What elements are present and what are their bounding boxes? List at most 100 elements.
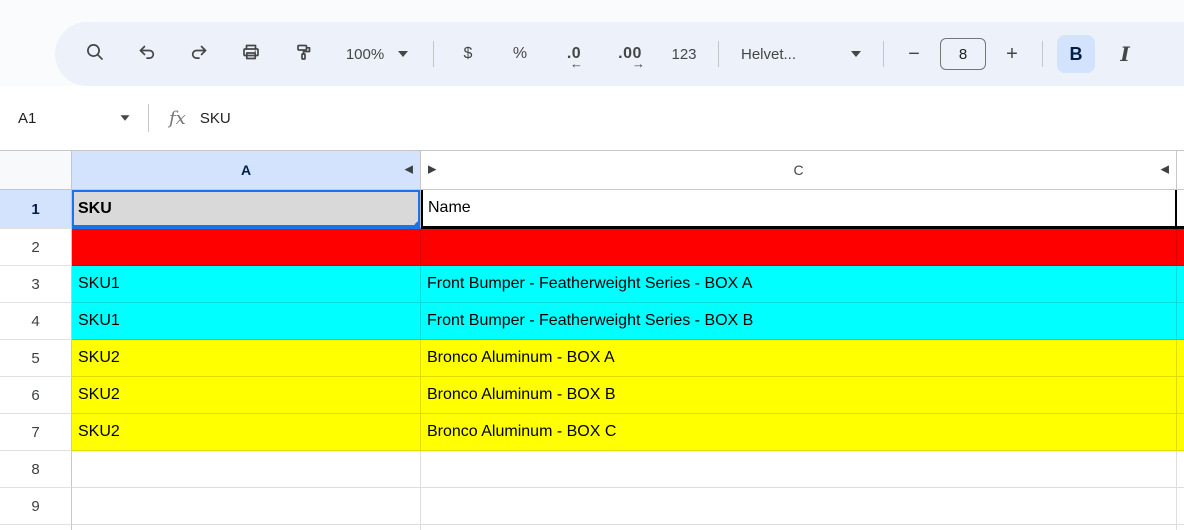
column-header-label: C: [793, 162, 804, 178]
row-header-7[interactable]: 7: [0, 414, 72, 451]
cell-A8[interactable]: [72, 451, 421, 488]
cell-A7[interactable]: SKU2: [72, 414, 421, 451]
cell-C4[interactable]: Front Bumper - Featherweight Series - BO…: [421, 303, 1177, 340]
row-header-1[interactable]: 1: [0, 190, 72, 229]
search-icon: [85, 42, 105, 67]
italic-button[interactable]: I: [1105, 35, 1145, 73]
right-arrow-icon: →: [632, 56, 645, 71]
print-icon: [241, 42, 261, 67]
row-header-3[interactable]: 3: [0, 266, 72, 303]
cell-C2[interactable]: [421, 229, 1177, 266]
table-row: 2: [0, 229, 1184, 266]
toolbar-divider: [1042, 41, 1043, 67]
name-box[interactable]: A1: [0, 110, 130, 127]
format-currency-button[interactable]: $: [442, 35, 494, 73]
row-header-4[interactable]: 4: [0, 303, 72, 340]
cell-A6[interactable]: SKU2: [72, 377, 421, 414]
decrease-decimal-button[interactable]: .0 ←: [546, 35, 602, 73]
selection-fill-handle[interactable]: [414, 221, 420, 227]
increase-decimal-icon: .00: [618, 45, 642, 62]
table-row: 7 SKU2 Bronco Aluminum - BOX C: [0, 414, 1184, 451]
decrease-font-size-button[interactable]: −: [892, 35, 936, 73]
next-column-sliver: [1177, 451, 1184, 488]
chevron-down-icon: [851, 51, 861, 57]
column-header-A[interactable]: A ◀: [72, 151, 421, 190]
next-column-sliver: [1177, 303, 1184, 340]
font-family-menu[interactable]: Helvet...: [727, 35, 875, 73]
table-row: 3 SKU1 Front Bumper - Featherweight Seri…: [0, 266, 1184, 303]
undo-icon: [137, 42, 157, 67]
number-format-icon: 123: [671, 45, 697, 63]
cell-A3[interactable]: SKU1: [72, 266, 421, 303]
column-header-C[interactable]: ▶ C ◀: [421, 151, 1177, 190]
column-header-row: A ◀ ▶ C ◀: [0, 151, 1184, 190]
row-header-9[interactable]: 9: [0, 488, 72, 525]
percent-icon: %: [512, 45, 528, 62]
cell-A9[interactable]: [72, 488, 421, 525]
hidden-column-left-icon[interactable]: ◀: [1160, 163, 1169, 176]
cell-C7[interactable]: Bronco Aluminum - BOX C: [421, 414, 1177, 451]
table-row: 6 SKU2 Bronco Aluminum - BOX B: [0, 377, 1184, 414]
next-column-sliver: [1177, 266, 1184, 303]
cell-C6[interactable]: Bronco Aluminum - BOX B: [421, 377, 1177, 414]
cell-C5[interactable]: Bronco Aluminum - BOX A: [421, 340, 1177, 377]
redo-button[interactable]: [173, 35, 225, 73]
next-column-sliver: [1177, 377, 1184, 414]
search-button[interactable]: [69, 35, 121, 73]
next-column-sliver: [1177, 488, 1184, 525]
row-header-6[interactable]: 6: [0, 377, 72, 414]
table-row: 5 SKU2 Bronco Aluminum - BOX A: [0, 340, 1184, 377]
cell-C8[interactable]: [421, 451, 1177, 488]
cell-C1[interactable]: Name: [421, 190, 1177, 229]
cell-A10[interactable]: [72, 525, 421, 530]
next-column-sliver: [1177, 190, 1184, 229]
row-header-10[interactable]: [0, 525, 72, 530]
name-box-value: A1: [18, 109, 37, 127]
toolbar-divider: [718, 41, 719, 67]
toolbar: 100% $ % .0 ← .00 → 123 Helvet... − 8 + …: [55, 22, 1184, 86]
chevron-down-icon: [398, 51, 409, 57]
formula-bar-divider: [148, 104, 149, 132]
toolbar-divider: [433, 41, 434, 67]
plus-icon: +: [1006, 42, 1018, 65]
spreadsheet-grid: A ◀ ▶ C ◀ 1 SKU Name 2 3 SKU1 Front Bump…: [0, 151, 1184, 530]
zoom-menu[interactable]: 100%: [329, 35, 425, 73]
increase-font-size-button[interactable]: +: [990, 35, 1034, 73]
next-column-sliver: [1177, 340, 1184, 377]
increase-decimal-button[interactable]: .00 →: [602, 35, 658, 73]
italic-icon: I: [1120, 42, 1130, 66]
font-size-value: 8: [958, 45, 968, 63]
formula-input[interactable]: SKU: [199, 109, 231, 127]
fx-icon: fx: [169, 107, 186, 129]
bold-button[interactable]: B: [1057, 35, 1095, 73]
more-formats-button[interactable]: 123: [658, 35, 710, 73]
cell-C10[interactable]: [421, 525, 1177, 530]
cell-A1[interactable]: SKU: [72, 190, 421, 229]
table-row: [0, 525, 1184, 530]
cell-A2[interactable]: [72, 229, 421, 266]
format-percent-button[interactable]: %: [494, 35, 546, 73]
cell-A4[interactable]: SKU1: [72, 303, 421, 340]
next-column-sliver: [1177, 229, 1184, 266]
undo-button[interactable]: [121, 35, 173, 73]
row-header-5[interactable]: 5: [0, 340, 72, 377]
row-header-8[interactable]: 8: [0, 451, 72, 488]
zoom-value: 100%: [345, 45, 385, 63]
next-column-sliver: [1177, 414, 1184, 451]
hidden-column-left-icon[interactable]: ◀: [404, 163, 413, 176]
row-header-2[interactable]: 2: [0, 229, 72, 266]
bold-icon: B: [1069, 43, 1083, 64]
paint-format-button[interactable]: [277, 35, 329, 73]
print-button[interactable]: [225, 35, 277, 73]
hidden-column-right-icon[interactable]: ▶: [428, 163, 437, 176]
column-header-label: A: [240, 162, 252, 178]
table-row: 8: [0, 451, 1184, 488]
cell-C9[interactable]: [421, 488, 1177, 525]
select-all-corner[interactable]: [0, 151, 72, 190]
cell-C3[interactable]: Front Bumper - Featherweight Series - BO…: [421, 266, 1177, 303]
font-family-value: Helvet...: [741, 45, 797, 63]
redo-icon: [189, 42, 209, 67]
table-row: 9: [0, 488, 1184, 525]
cell-A5[interactable]: SKU2: [72, 340, 421, 377]
font-size-input[interactable]: 8: [940, 38, 986, 70]
